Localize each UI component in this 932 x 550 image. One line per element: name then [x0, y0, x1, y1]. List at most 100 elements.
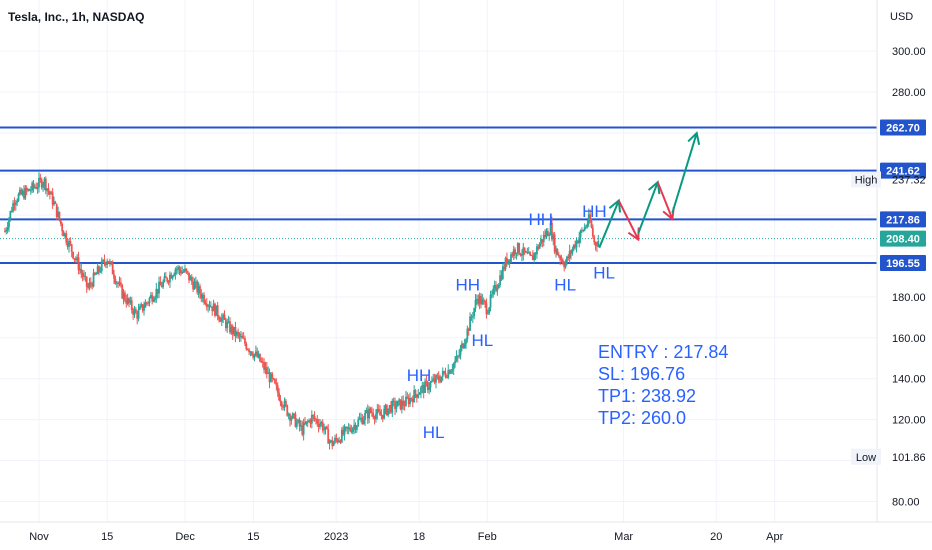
candle-body: [492, 288, 495, 295]
candle-body: [332, 442, 335, 446]
candle-body: [488, 307, 491, 314]
candle-body: [114, 278, 117, 284]
candle-body: [323, 429, 326, 431]
candle-body: [182, 271, 185, 273]
x-tick-label: 18: [413, 531, 425, 543]
candle-body: [207, 305, 210, 307]
candle-body: [581, 230, 583, 232]
candle-body: [379, 411, 381, 416]
candle-body: [260, 361, 263, 363]
candle-body: [440, 376, 443, 382]
candle-body: [109, 261, 111, 264]
candle-body: [297, 419, 300, 423]
y-tick-label: 120.00: [892, 415, 926, 427]
candle-body: [287, 414, 290, 416]
candle-body: [46, 188, 49, 191]
candle-body: [309, 420, 312, 424]
svg-text:241.62: 241.62: [886, 166, 920, 178]
candle-body: [32, 182, 35, 188]
candle-body: [77, 257, 80, 271]
candle-body: [257, 353, 260, 358]
candle-body: [582, 230, 585, 232]
candle-body: [139, 306, 141, 310]
candle-body: [235, 331, 238, 337]
green-projection-arrow[interactable]: [671, 131, 701, 214]
candle-body: [209, 306, 212, 308]
candle-body: [223, 314, 226, 320]
candle-body: [272, 378, 275, 380]
candle-body: [570, 250, 572, 254]
candle-body: [226, 322, 229, 329]
candle-body: [355, 425, 358, 430]
candle-body: [361, 417, 364, 424]
candle-body: [83, 275, 85, 277]
candle-body: [362, 419, 365, 424]
svg-text:196.55: 196.55: [886, 258, 920, 270]
candle-body: [496, 288, 499, 291]
price-axis[interactable]: 80.00 120.00 140.00 160.00 180.00 280.00 300.0…: [892, 46, 926, 508]
candle-body: [31, 182, 34, 191]
candle-body: [460, 343, 463, 349]
candle-body: [568, 250, 571, 259]
candle-body: [313, 416, 316, 420]
candle-body: [403, 405, 406, 407]
candle-body: [199, 286, 201, 295]
candle-body: [214, 303, 216, 316]
candle-body: [376, 409, 379, 415]
candle-body: [424, 381, 426, 393]
candle-body: [373, 417, 376, 420]
candle-body: [278, 392, 280, 400]
candle-body: [421, 385, 424, 388]
candle-body: [571, 249, 574, 254]
candle-body: [103, 259, 106, 263]
candle-body: [290, 418, 293, 421]
projection-arrows[interactable]: [598, 131, 701, 249]
marker-high: High 237.32: [851, 171, 926, 188]
x-tick-label: 15: [247, 531, 259, 543]
candle-body: [597, 240, 600, 247]
candle-body: [525, 251, 527, 253]
candle-body: [12, 203, 14, 212]
candle-body: [178, 267, 181, 271]
candle-body: [162, 281, 165, 288]
candle-body: [68, 241, 70, 247]
swing-label-hl: HL: [471, 331, 493, 350]
candle-body: [478, 295, 481, 304]
candle-body: [390, 405, 392, 413]
candle-body: [522, 247, 525, 256]
candle-body: [166, 277, 169, 282]
level-price-badge: 196.55: [880, 254, 926, 271]
candle-body: [572, 244, 575, 250]
candle-body: [330, 440, 332, 442]
x-tick-label: Dec: [175, 531, 195, 543]
candle-body: [152, 300, 155, 302]
candle-body: [436, 375, 439, 377]
candle-body: [96, 266, 99, 274]
candle-body: [545, 230, 548, 237]
x-tick-label: Apr: [766, 531, 783, 543]
candle-body: [110, 261, 113, 263]
candle-body: [566, 256, 568, 264]
candle-body: [508, 259, 511, 262]
candle-body: [574, 244, 577, 248]
candle-body: [514, 249, 516, 255]
candle-body: [91, 284, 94, 287]
marker-label: High: [855, 174, 878, 186]
y-tick-label: 160.00: [892, 333, 926, 345]
svg-text:208.40: 208.40: [886, 234, 920, 246]
candle-body: [467, 328, 470, 331]
candle-body: [471, 316, 474, 318]
candle-body: [85, 276, 88, 287]
candle-body: [192, 281, 195, 290]
time-axis[interactable]: Nov 15 Dec 15 2023 18 Feb Mar 20 Apr: [29, 531, 783, 543]
candle-body: [317, 423, 320, 427]
candle-body: [197, 286, 200, 293]
candle-body: [13, 203, 16, 205]
horizontal-levels[interactable]: [0, 126, 877, 264]
candle-body: [340, 429, 343, 443]
candle-body: [259, 353, 261, 362]
candle-body: [25, 187, 28, 191]
candle-body: [398, 399, 401, 401]
candle-body: [294, 414, 297, 427]
